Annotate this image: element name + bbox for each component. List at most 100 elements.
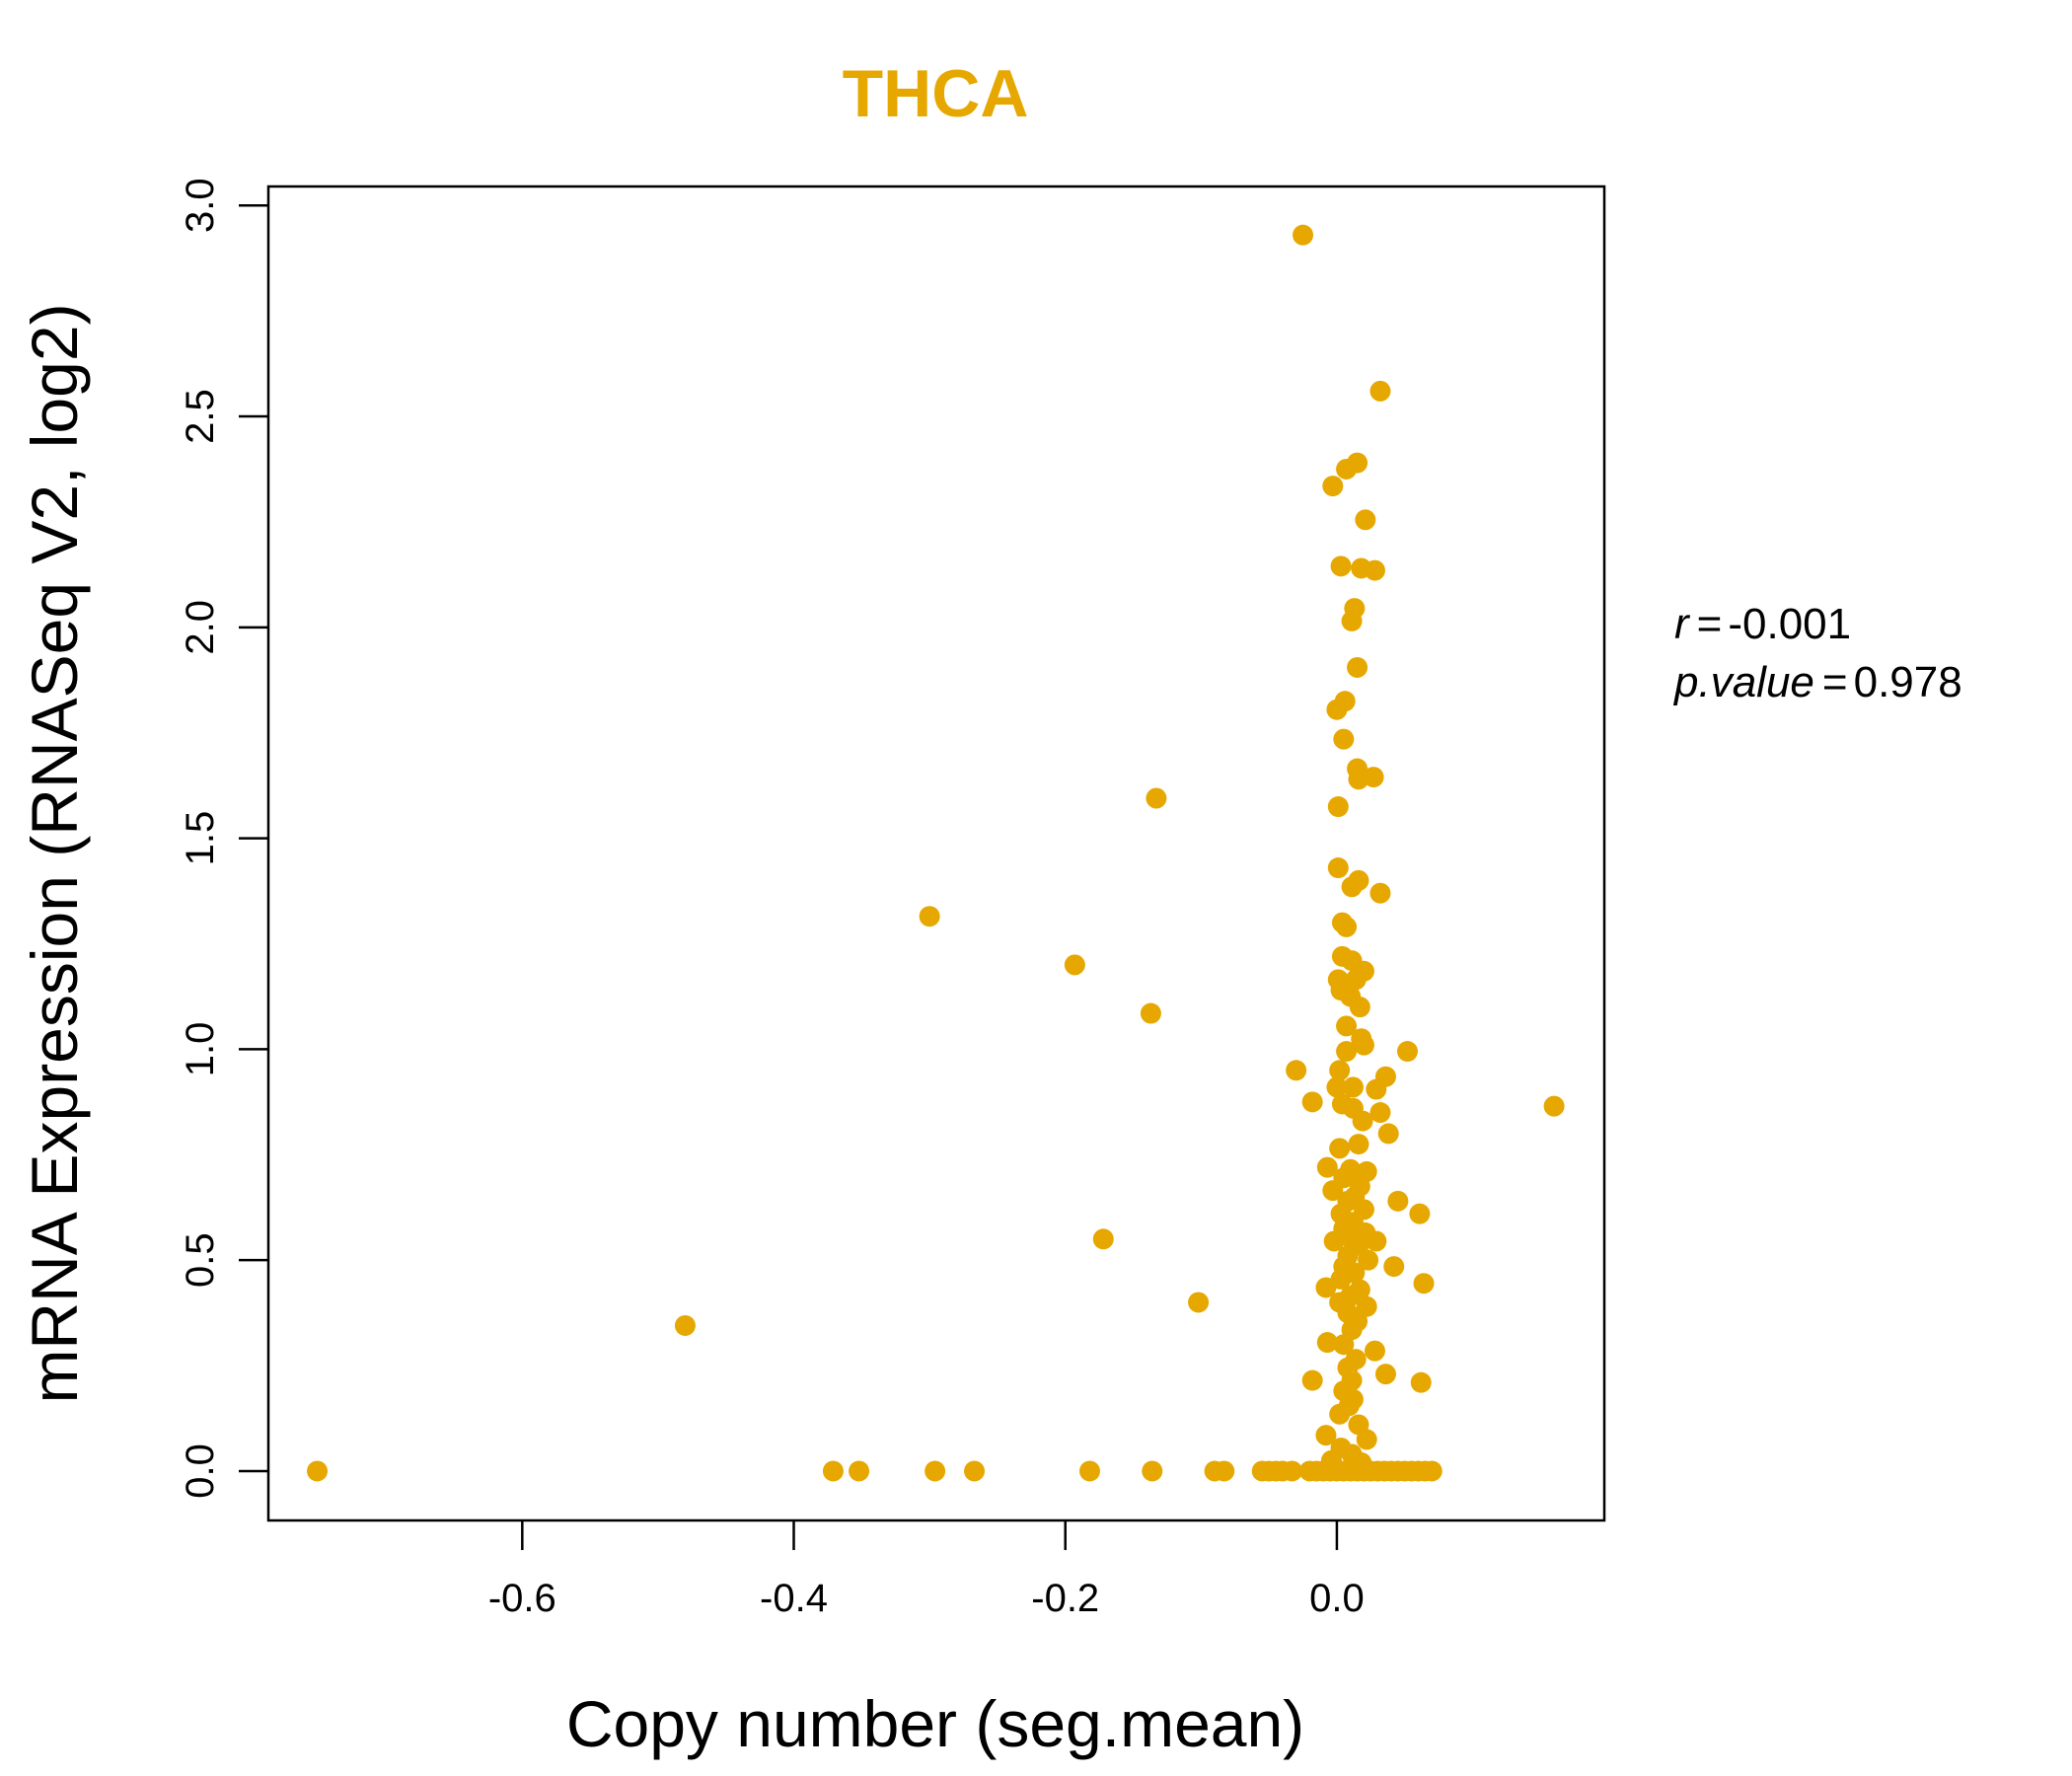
data-point	[1336, 458, 1358, 480]
data-point	[1348, 769, 1369, 790]
data-point	[1345, 969, 1367, 991]
data-point	[1377, 1123, 1399, 1145]
data-points	[307, 224, 1565, 1482]
data-point	[1348, 1134, 1369, 1155]
x-tick-label: -0.6	[488, 1577, 556, 1620]
y-axis-label: mRNA Expression (RNASeq V2, log2)	[18, 303, 91, 1403]
x-tick-label: -0.4	[760, 1577, 828, 1620]
p-equals: =	[1822, 658, 1848, 706]
data-point	[307, 1460, 329, 1482]
data-point	[1320, 1449, 1342, 1471]
data-point	[1341, 610, 1363, 631]
data-point	[1316, 1156, 1338, 1178]
data-point	[849, 1460, 870, 1482]
data-point	[925, 1460, 946, 1482]
data-point	[1293, 224, 1314, 246]
data-point	[1349, 997, 1370, 1018]
x-axis-label: Copy number (seg.mean)	[566, 1687, 1304, 1760]
data-point	[1369, 882, 1391, 904]
data-point	[1396, 1041, 1418, 1063]
data-point	[1364, 559, 1385, 581]
data-point	[1315, 1425, 1337, 1446]
data-point	[1330, 555, 1352, 577]
data-point	[1347, 656, 1369, 678]
data-point	[1188, 1292, 1210, 1313]
data-point	[1078, 1460, 1100, 1482]
data-point	[1329, 1138, 1351, 1159]
y-tick-label: 1.0	[179, 1022, 222, 1077]
data-point	[1409, 1203, 1431, 1224]
data-point	[1286, 1060, 1307, 1081]
y-tick-label: 2.5	[179, 389, 222, 444]
data-point	[1356, 1429, 1377, 1450]
data-point	[1353, 1034, 1374, 1056]
data-point	[1336, 1041, 1358, 1063]
data-point	[1355, 509, 1376, 531]
chart-title: THCA	[843, 56, 1029, 131]
data-point	[1323, 1230, 1345, 1252]
data-point	[1352, 1110, 1373, 1132]
p-label: p.value	[1672, 658, 1814, 706]
data-point	[1369, 1102, 1391, 1124]
data-point	[919, 906, 940, 927]
data-point	[1366, 1078, 1387, 1100]
data-point	[1214, 1460, 1235, 1482]
data-point	[1413, 1273, 1435, 1295]
data-point	[1326, 699, 1348, 720]
data-point	[1369, 380, 1391, 402]
data-point	[1301, 1369, 1323, 1391]
r-value: -0.001	[1728, 600, 1851, 648]
data-point	[1326, 1076, 1348, 1098]
data-point	[1356, 1295, 1377, 1317]
data-point	[1140, 1002, 1161, 1024]
data-point	[1327, 857, 1349, 879]
data-point	[1341, 876, 1363, 898]
data-point	[964, 1460, 986, 1482]
y-tick-label: 0.5	[179, 1232, 222, 1288]
data-point	[1421, 1460, 1443, 1482]
y-tick-label: 3.0	[179, 178, 222, 233]
y-axis: 0.0 0.5 1.0 1.5 2.0 2.5 3.0	[179, 178, 268, 1499]
data-point	[1543, 1095, 1565, 1117]
p-value: 0.978	[1854, 658, 1962, 706]
data-point	[1301, 1091, 1323, 1113]
data-point	[1333, 728, 1355, 750]
data-point	[822, 1460, 844, 1482]
y-tick-label: 0.0	[179, 1443, 222, 1499]
data-point	[674, 1314, 696, 1336]
data-point	[1064, 954, 1085, 976]
data-point	[1342, 1076, 1364, 1098]
y-tick-label: 2.0	[179, 600, 222, 655]
correlation-stats: r = -0.001 p.value = 0.978	[1672, 600, 1962, 706]
r-equals: =	[1697, 600, 1723, 648]
r-stat: r = -0.001	[1674, 600, 1851, 648]
x-axis: -0.6 -0.4 -0.2 0.0	[488, 1520, 1365, 1620]
data-point	[1336, 916, 1358, 937]
data-point	[1333, 1334, 1355, 1356]
r-label: r	[1674, 600, 1691, 648]
data-point	[1092, 1228, 1114, 1250]
data-point	[1336, 1015, 1358, 1037]
x-tick-label: 0.0	[1309, 1577, 1365, 1620]
plot-area-frame	[266, 185, 1606, 1522]
data-point	[1364, 1340, 1385, 1362]
data-point	[1322, 1180, 1344, 1202]
data-point	[1387, 1190, 1409, 1212]
data-point	[1329, 1403, 1351, 1425]
p-value-stat: p.value = 0.978	[1672, 658, 1962, 706]
data-point	[1410, 1371, 1432, 1393]
data-point	[1374, 1364, 1396, 1385]
data-point	[1358, 1249, 1379, 1271]
data-point	[1282, 1460, 1303, 1482]
data-point	[1316, 1332, 1338, 1354]
x-tick-label: -0.2	[1031, 1577, 1099, 1620]
data-point	[1322, 476, 1344, 497]
data-point	[1383, 1256, 1405, 1278]
data-point	[1329, 1060, 1351, 1081]
data-point	[1327, 796, 1349, 818]
data-point	[1366, 1230, 1387, 1252]
y-tick-label: 1.5	[179, 811, 222, 866]
data-point	[1142, 1460, 1163, 1482]
data-point	[1146, 787, 1167, 809]
